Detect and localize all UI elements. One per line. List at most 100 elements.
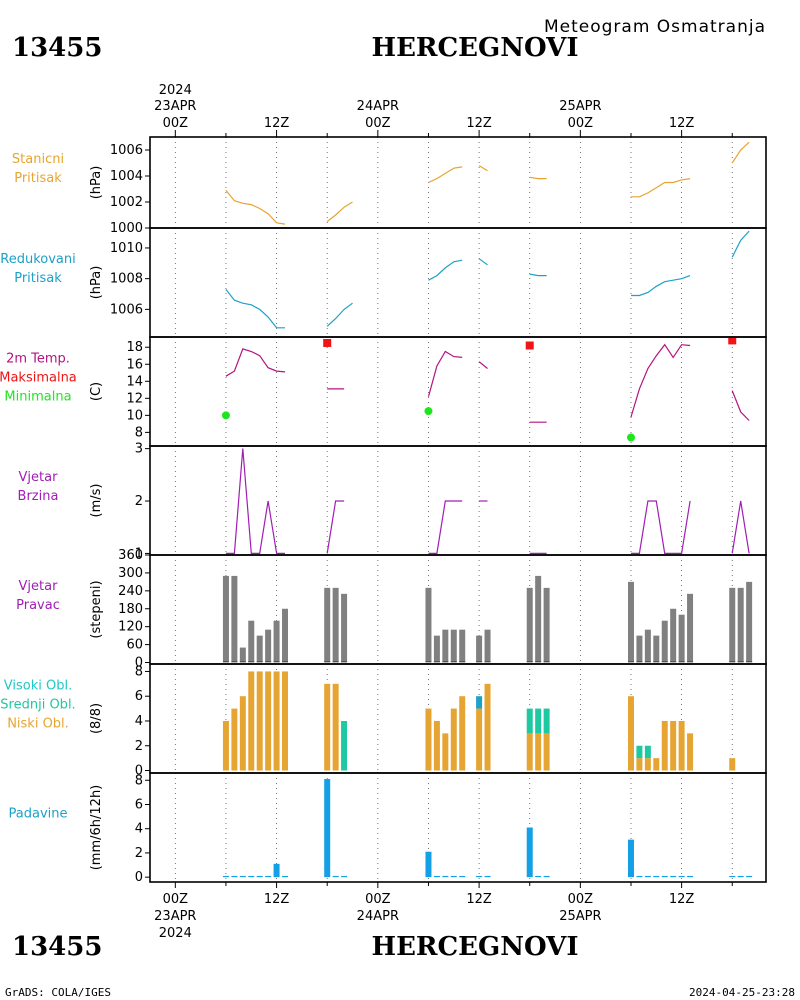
top-label-hour: 00Z bbox=[163, 116, 189, 131]
cloud-bar bbox=[636, 745, 643, 759]
cloud-bar bbox=[644, 758, 651, 771]
data-bar bbox=[636, 875, 643, 878]
data-bar bbox=[636, 635, 643, 663]
data-bar bbox=[265, 875, 272, 878]
data-bar bbox=[265, 629, 272, 663]
cloud-bar bbox=[636, 758, 643, 771]
data-bar bbox=[484, 629, 491, 663]
station-name-top: HERCEGNOVI bbox=[372, 33, 579, 63]
panel-temperatura: 8 10 12 14 16 18 (C) 2m Temp. Maksimalna Minimaln… bbox=[0, 336, 767, 447]
data-bar bbox=[248, 620, 255, 663]
cloud-bar bbox=[239, 696, 246, 771]
data-bar bbox=[737, 587, 744, 663]
data-line bbox=[630, 343, 691, 418]
data-line bbox=[478, 165, 488, 172]
min-temp-marker bbox=[626, 433, 635, 442]
cloud-bar bbox=[535, 708, 542, 734]
data-bar bbox=[484, 875, 491, 878]
data-bar bbox=[231, 575, 238, 663]
y-tick-label: 180 bbox=[118, 602, 143, 617]
cloud-bar bbox=[543, 708, 550, 734]
cloud-bar bbox=[332, 683, 339, 771]
cloud-bar bbox=[543, 733, 550, 771]
cloud-bar bbox=[256, 671, 263, 771]
data-bar bbox=[239, 875, 246, 878]
panel-label: Pravac bbox=[16, 598, 60, 613]
panel-label: Brzina bbox=[18, 489, 59, 504]
data-line bbox=[731, 500, 750, 554]
data-line bbox=[631, 500, 691, 555]
cloud-bar bbox=[425, 708, 432, 771]
top-label-hour: 12Z bbox=[669, 116, 695, 131]
panel-vjetar_pravac: 0 60 120 180 240 300 360 (stepeni) Vjetar Pravac bbox=[16, 548, 767, 671]
bottom-label-date: 23APR bbox=[154, 909, 196, 924]
cloud-bar bbox=[729, 758, 736, 771]
data-bar bbox=[661, 875, 668, 878]
cloud-bar bbox=[476, 708, 483, 771]
panel-label: Redukovani bbox=[0, 252, 75, 267]
cloud-bar bbox=[644, 745, 651, 759]
panel-frame bbox=[149, 227, 767, 338]
y-tick-label: 6 bbox=[135, 689, 143, 704]
y-tick-label: 1010 bbox=[110, 241, 143, 256]
top-label-hour: 12Z bbox=[264, 116, 290, 131]
panel-label: Niski Obl. bbox=[7, 717, 69, 732]
data-bar bbox=[687, 875, 694, 878]
data-line bbox=[478, 361, 488, 369]
panel-label: Stanicni bbox=[12, 152, 64, 167]
y-tick-label: 60 bbox=[126, 638, 143, 653]
data-bar bbox=[670, 608, 677, 663]
bottom-label-date: 25APR bbox=[559, 909, 601, 924]
panel-label: Pritisak bbox=[14, 171, 62, 186]
top-label-hour: 00Z bbox=[365, 116, 391, 131]
data-bar bbox=[239, 647, 246, 663]
data-bar bbox=[644, 629, 651, 663]
min-temp-marker bbox=[424, 407, 433, 416]
y-tick-label: 1004 bbox=[110, 169, 143, 184]
y-tick-label: 10 bbox=[126, 408, 143, 423]
data-bar bbox=[476, 875, 483, 878]
y-tick-label: 8 bbox=[135, 773, 143, 788]
data-bar bbox=[222, 875, 229, 878]
panel-label: Srednji Obl. bbox=[0, 698, 75, 713]
data-bar bbox=[341, 593, 348, 663]
y-axis-label: (8/8) bbox=[89, 703, 104, 734]
data-bar bbox=[543, 587, 550, 663]
data-line bbox=[326, 302, 353, 327]
y-tick-label: 0 bbox=[135, 764, 143, 779]
y-axis-label: (C) bbox=[89, 382, 104, 401]
cloud-bar bbox=[248, 671, 255, 771]
y-tick-label: 1000 bbox=[110, 221, 143, 236]
cloud-bar bbox=[653, 758, 660, 771]
min-temp-marker bbox=[221, 411, 230, 420]
y-tick-label: 1008 bbox=[110, 272, 143, 287]
data-bar bbox=[535, 875, 542, 878]
y-tick-label: 6 bbox=[135, 797, 143, 812]
y-tick-label: 1002 bbox=[110, 195, 143, 210]
top-label-year: 2024 bbox=[159, 83, 192, 98]
data-bar bbox=[433, 875, 440, 878]
panel-label: Vjetar bbox=[19, 470, 59, 485]
top-label-hour: 00Z bbox=[568, 116, 594, 131]
y-tick-label: 0 bbox=[135, 656, 143, 671]
cloud-bar bbox=[459, 696, 466, 771]
data-bar bbox=[450, 629, 457, 663]
bottom-label-hour: 12Z bbox=[466, 892, 492, 907]
y-tick-label: 16 bbox=[126, 357, 143, 372]
bottom-label-hour: 12Z bbox=[669, 892, 695, 907]
data-bar bbox=[653, 875, 660, 878]
y-tick-label: 120 bbox=[118, 620, 143, 635]
cloud-bar bbox=[433, 720, 440, 771]
bottom-time-axis: 00Z 23APR 2024 12Z 00Z 24APR 12Z 00Z 25APR 12Z bbox=[154, 882, 733, 941]
cloud-bar bbox=[526, 733, 533, 771]
y-tick-label: 300 bbox=[118, 566, 143, 581]
cloud-bar bbox=[282, 671, 289, 771]
panel-frame bbox=[149, 772, 767, 883]
cloud-bar bbox=[324, 683, 331, 771]
top-label-date: 25APR bbox=[559, 99, 601, 114]
data-line bbox=[731, 230, 750, 258]
data-bar bbox=[341, 875, 348, 878]
data-line bbox=[427, 350, 463, 397]
panel-label: Vjetar bbox=[19, 579, 59, 594]
